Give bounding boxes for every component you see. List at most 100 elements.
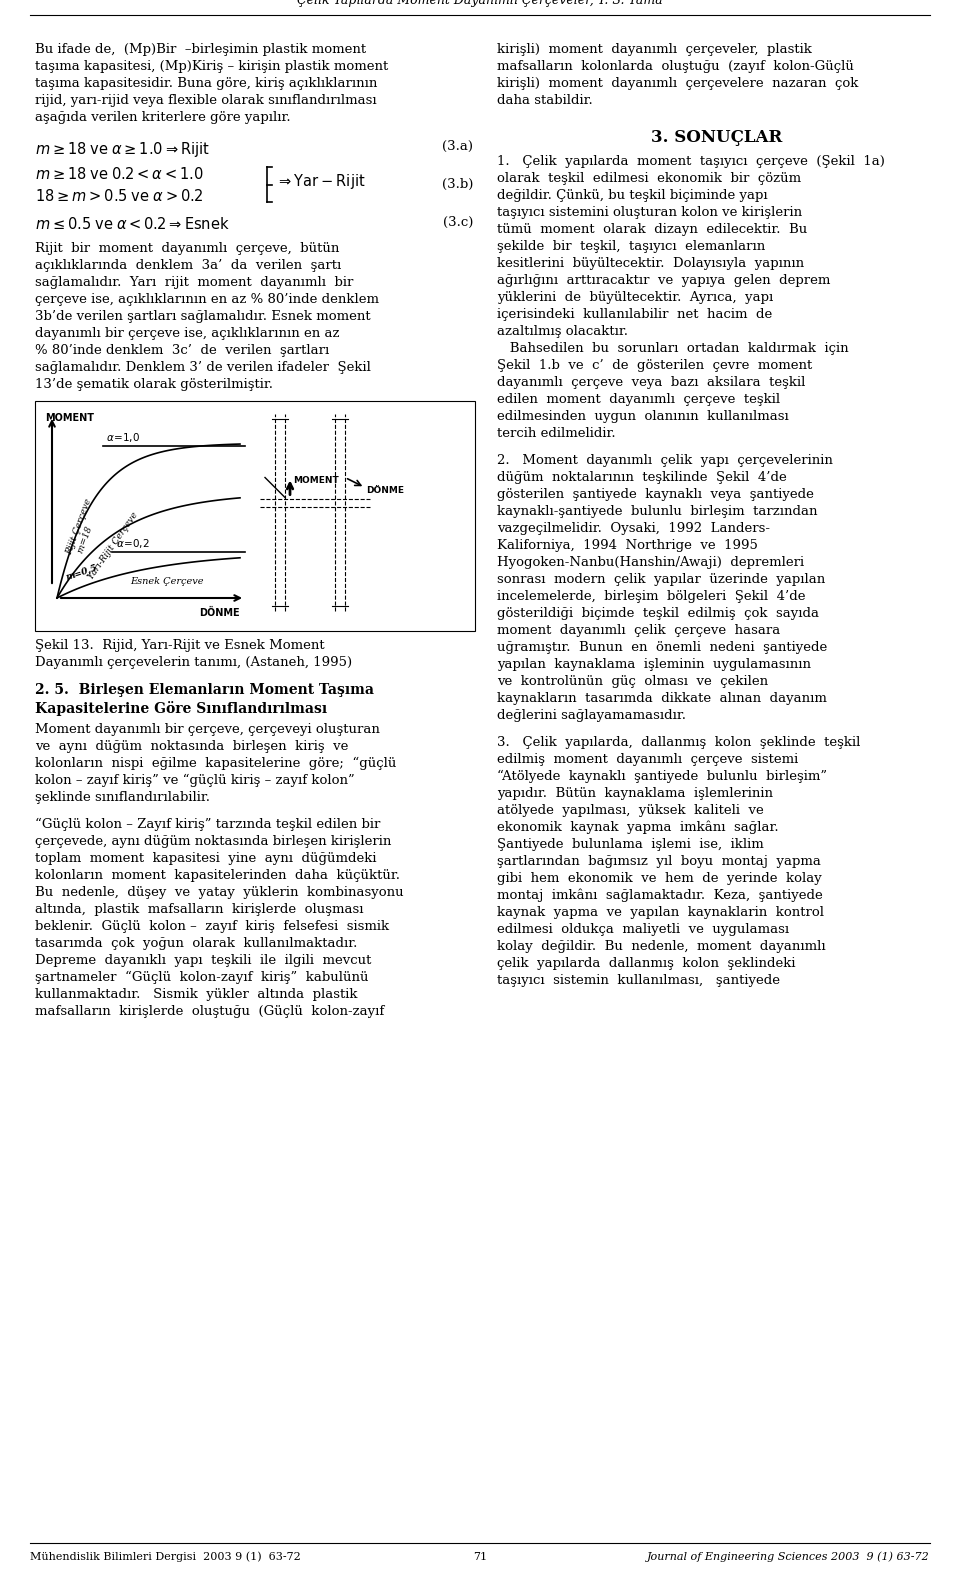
- Text: değildir. Çünkü, bu teşkil biçiminde yapı: değildir. Çünkü, bu teşkil biçiminde yap…: [497, 189, 768, 201]
- Text: Hyogoken-Nanbu(Hanshin/Awaji)  depremleri: Hyogoken-Nanbu(Hanshin/Awaji) depremleri: [497, 555, 804, 569]
- Text: (3.b): (3.b): [442, 178, 473, 190]
- Text: 71: 71: [473, 1553, 487, 1562]
- Text: $m \geq 18\;\mathrm{ve}\;0.2 < \alpha < 1.0$: $m \geq 18\;\mathrm{ve}\;0.2 < \alpha < …: [35, 167, 204, 182]
- Text: vazgeçilmelidir.  Oysaki,  1992  Landers-: vazgeçilmelidir. Oysaki, 1992 Landers-: [497, 522, 770, 535]
- Text: kullanmaktadır.   Sismik  yükler  altında  plastik: kullanmaktadır. Sismik yükler altında pl…: [35, 988, 357, 1000]
- Text: DÖNME: DÖNME: [200, 609, 240, 618]
- Text: ekonomik  kaynak  yapma  imkânı  sağlar.: ekonomik kaynak yapma imkânı sağlar.: [497, 821, 779, 835]
- Text: kaynakların  tasarımda  dikkate  alınan  dayanım: kaynakların tasarımda dikkate alınan day…: [497, 692, 827, 705]
- Text: edilmesinden  uygun  olanının  kullanılması: edilmesinden uygun olanının kullanılması: [497, 411, 789, 423]
- Text: (3.a): (3.a): [442, 140, 473, 153]
- Text: Esnek Çerçeve: Esnek Çerçeve: [131, 577, 204, 587]
- Text: Bu ifade de,  (Mp)Bir  –birleşimin plastik moment: Bu ifade de, (Mp)Bir –birleşimin plastik…: [35, 42, 366, 57]
- Text: çelik  yapılarda  dallanmış  kolon  şeklindeki: çelik yapılarda dallanmış kolon şeklinde…: [497, 956, 796, 971]
- Text: daha stabildir.: daha stabildir.: [497, 94, 592, 107]
- Text: $\alpha\!=\!1{,}0$: $\alpha\!=\!1{,}0$: [107, 431, 140, 444]
- Text: “Güçlü kolon – Zayıf kiriş” tarzında teşkil edilen bir: “Güçlü kolon – Zayıf kiriş” tarzında teş…: [35, 818, 380, 831]
- Text: azaltılmış olacaktır.: azaltılmış olacaktır.: [497, 326, 628, 338]
- Text: şartlarından  bağımsız  yıl  boyu  montaj  yapma: şartlarından bağımsız yıl boyu montaj ya…: [497, 856, 821, 868]
- Text: 13’de şematik olarak gösterilmiştir.: 13’de şematik olarak gösterilmiştir.: [35, 378, 273, 392]
- Text: toplam  moment  kapasitesi  yine  aynı  düğümdeki: toplam moment kapasitesi yine aynı düğüm…: [35, 853, 376, 865]
- Text: kolonların  moment  kapasitelerinden  daha  küçüktür.: kolonların moment kapasitelerinden daha …: [35, 868, 400, 882]
- Text: dayanımlı  çerçeve  veya  bazı  aksilara  teşkil: dayanımlı çerçeve veya bazı aksilara teş…: [497, 376, 805, 389]
- Text: Şekil 13.  Rijid, Yarı-Rijit ve Esnek Moment: Şekil 13. Rijid, Yarı-Rijit ve Esnek Mom…: [35, 639, 324, 651]
- Text: Depreme  dayanıklı  yapı  teşkili  ile  ilgili  mevcut: Depreme dayanıklı yapı teşkili ile ilgil…: [35, 953, 372, 967]
- Text: taşıyıcı sistemini oluşturan kolon ve kirişlerin: taşıyıcı sistemini oluşturan kolon ve ki…: [497, 206, 803, 219]
- Text: % 80’inde denklem  3c’  de  verilen  şartları: % 80’inde denklem 3c’ de verilen şartlar…: [35, 344, 329, 357]
- Text: Mühendislik Bilimleri Dergisi  2003 9 (1)  63-72: Mühendislik Bilimleri Dergisi 2003 9 (1)…: [30, 1551, 300, 1562]
- Text: tercih edilmelidir.: tercih edilmelidir.: [497, 426, 615, 440]
- Text: şartnameler  “Güçlü  kolon-zayıf  kiriş”  kabulünü: şartnameler “Güçlü kolon-zayıf kiriş” ka…: [35, 971, 369, 985]
- Text: mafsalların  kolonlarda  oluştuğu  (zayıf  kolon-Güçlü: mafsalların kolonlarda oluştuğu (zayıf k…: [497, 60, 853, 72]
- Text: mafsalların  kirişlerde  oluştuğu  (Güçlü  kolon-zayıf: mafsalların kirişlerde oluştuğu (Güçlü k…: [35, 1005, 384, 1018]
- Bar: [35, 401, 475, 631]
- Text: edilmiş  moment  dayanımlı  çerçeve  sistemi: edilmiş moment dayanımlı çerçeve sistemi: [497, 753, 799, 766]
- Text: gibi  hem  ekonomik  ve  hem  de  yerinde  kolay: gibi hem ekonomik ve hem de yerinde kola…: [497, 871, 822, 886]
- Text: (3.c): (3.c): [443, 216, 473, 230]
- Text: olarak  teşkil  edilmesi  ekonomik  bir  çözüm: olarak teşkil edilmesi ekonomik bir çözü…: [497, 171, 802, 186]
- Text: gösterildiği  biçimde  teşkil  edilmiş  çok  sayıda: gösterildiği biçimde teşkil edilmiş çok …: [497, 607, 819, 620]
- Text: uğramıştır.  Bunun  en  önemli  nedeni  şantiyede: uğramıştır. Bunun en önemli nedeni şanti…: [497, 642, 828, 654]
- Text: taşıma kapasitesidir. Buna göre, kiriş açıklıklarının: taşıma kapasitesidir. Buna göre, kiriş a…: [35, 77, 377, 90]
- Text: kesitlerini  büyültecektir.  Dolayısıyla  yapının: kesitlerini büyültecektir. Dolayısıyla y…: [497, 256, 804, 271]
- Text: kolay  değildir.  Bu  nedenle,  moment  dayanımlı: kolay değildir. Bu nedenle, moment dayan…: [497, 941, 826, 953]
- Text: rijid, yarı-rijid veya flexible olarak sınıflandırılması: rijid, yarı-rijid veya flexible olarak s…: [35, 94, 376, 107]
- Text: kirişli)  moment  dayanımlı  çerçevelere  nazaran  çok: kirişli) moment dayanımlı çerçevelere na…: [497, 77, 858, 90]
- Text: Journal of Engineering Sciences 2003  9 (1) 63-72: Journal of Engineering Sciences 2003 9 (…: [647, 1551, 930, 1562]
- Text: montaj  imkânı  sağlamaktadır.  Keza,  şantiyede: montaj imkânı sağlamaktadır. Keza, şanti…: [497, 889, 823, 903]
- Text: $\Rightarrow \mathrm{Yar} - \mathrm{Rijit}$: $\Rightarrow \mathrm{Yar} - \mathrm{Riji…: [276, 171, 366, 190]
- Text: Bahsedilen  bu  sorunları  ortadan  kaldırmak  için: Bahsedilen bu sorunları ortadan kaldırma…: [497, 341, 849, 355]
- Text: beklenir.  Güçlü  kolon –  zayıf  kiriş  felsefesi  sismik: beklenir. Güçlü kolon – zayıf kiriş fels…: [35, 920, 389, 933]
- Text: 3. SONUÇLAR: 3. SONUÇLAR: [652, 129, 782, 146]
- Text: incelemelerde,  birleşim  bölgeleri  Şekil  4’de: incelemelerde, birleşim bölgeleri Şekil …: [497, 590, 805, 602]
- Text: moment  dayanımlı  çelik  çerçeve  hasara: moment dayanımlı çelik çerçeve hasara: [497, 624, 780, 637]
- Text: edilen  moment  dayanımlı  çerçeve  teşkil: edilen moment dayanımlı çerçeve teşkil: [497, 393, 780, 406]
- Text: 2. 5.  Birleşen Elemanların Moment Taşıma: 2. 5. Birleşen Elemanların Moment Taşıma: [35, 683, 374, 697]
- Text: kirişli)  moment  dayanımlı  çerçeveler,  plastik: kirişli) moment dayanımlı çerçeveler, pl…: [497, 42, 812, 57]
- Text: taşıma kapasitesi, (Mp)Kiriş – kirişin plastik moment: taşıma kapasitesi, (Mp)Kiriş – kirişin p…: [35, 60, 388, 72]
- Text: içerisindeki  kullanılabilir  net  hacim  de: içerisindeki kullanılabilir net hacim de: [497, 308, 772, 321]
- Text: yapılan  kaynaklama  işleminin  uygulamasının: yapılan kaynaklama işleminin uygulamasın…: [497, 658, 811, 672]
- Text: 2.   Moment  dayanımlı  çelik  yapı  çerçevelerinin: 2. Moment dayanımlı çelik yapı çerçevele…: [497, 455, 833, 467]
- Text: ve  kontrolünün  güç  olması  ve  çekilen: ve kontrolünün güç olması ve çekilen: [497, 675, 768, 687]
- Text: açıklıklarında  denklem  3a’  da  verilen  şartı: açıklıklarında denklem 3a’ da verilen şa…: [35, 260, 341, 272]
- Text: $m \leq 0.5\;\mathrm{ve}\;\alpha < 0.2 \Rightarrow \mathrm{Esnek}$: $m \leq 0.5\;\mathrm{ve}\;\alpha < 0.2 \…: [35, 216, 229, 231]
- Text: tasarımda  çok  yoğun  olarak  kullanılmaktadır.: tasarımda çok yoğun olarak kullanılmakta…: [35, 938, 357, 950]
- Text: şeklinde sınıflandırılabilir.: şeklinde sınıflandırılabilir.: [35, 791, 210, 804]
- Text: kaynak  yapma  ve  yapılan  kaynaklarin  kontrol: kaynak yapma ve yapılan kaynaklarin kont…: [497, 906, 824, 919]
- Text: Çelik Yapılarda Moment Dayanımlı Çerçeveler, Y. S. Tama: Çelik Yapılarda Moment Dayanımlı Çerçeve…: [298, 0, 662, 6]
- Text: yüklerini  de  büyültecektir.  Ayrıca,  yapı: yüklerini de büyültecektir. Ayrıca, yapı: [497, 291, 773, 304]
- Text: Kapasitelerine Göre Sınıflandırılması: Kapasitelerine Göre Sınıflandırılması: [35, 702, 327, 716]
- Text: Dayanımlı çerçevelerin tanımı, (Astaneh, 1995): Dayanımlı çerçevelerin tanımı, (Astaneh,…: [35, 656, 352, 669]
- Text: çerçeve ise, açıklıklarının en az % 80’inde denklem: çerçeve ise, açıklıklarının en az % 80’i…: [35, 293, 379, 307]
- Text: ağırlığını  arttıracaktır  ve  yapıya  gelen  deprem: ağırlığını arttıracaktır ve yapıya gelen…: [497, 274, 830, 286]
- Text: kaynaklı-şantiyede  bulunlu  birleşim  tarzından: kaynaklı-şantiyede bulunlu birleşim tarz…: [497, 505, 818, 518]
- Text: $m \geq 18\;\mathrm{ve}\;\alpha \geq 1.0 \Rightarrow \mathrm{Rijit}$: $m \geq 18\;\mathrm{ve}\;\alpha \geq 1.0…: [35, 140, 210, 159]
- Text: m=0,5: m=0,5: [65, 563, 99, 582]
- Text: sağlamalıdır. Denklem 3’ de verilen ifadeler  Şekil: sağlamalıdır. Denklem 3’ de verilen ifad…: [35, 360, 371, 374]
- Text: Şekil  1.b  ve  c’  de  gösterilen  çevre  moment: Şekil 1.b ve c’ de gösterilen çevre mome…: [497, 359, 812, 371]
- Text: 3b’de verilen şartları sağlamalıdır. Esnek moment: 3b’de verilen şartları sağlamalıdır. Esn…: [35, 310, 371, 322]
- Text: gösterilen  şantiyede  kaynaklı  veya  şantiyede: gösterilen şantiyede kaynaklı veya şanti…: [497, 488, 814, 500]
- Text: düğüm  noktalarının  teşkilinde  Şekil  4’de: düğüm noktalarının teşkilinde Şekil 4’de: [497, 470, 787, 484]
- Text: sonrası  modern  çelik  yapılar  üzerinde  yapılan: sonrası modern çelik yapılar üzerinde ya…: [497, 573, 826, 587]
- Text: $\alpha\!=\!0{,}2$: $\alpha\!=\!0{,}2$: [115, 538, 149, 551]
- Text: tümü  moment  olarak  dizayn  edilecektir.  Bu: tümü moment olarak dizayn edilecektir. B…: [497, 223, 807, 236]
- Text: altında,  plastik  mafsalların  kirişlerde  oluşması: altında, plastik mafsalların kirişlerde …: [35, 903, 364, 915]
- Text: 3.   Çelik  yapılarda,  dallanmış  kolon  şeklinde  teşkil: 3. Çelik yapılarda, dallanmış kolon şekl…: [497, 736, 860, 749]
- Text: atölyede  yapılması,  yüksek  kaliteli  ve: atölyede yapılması, yüksek kaliteli ve: [497, 804, 764, 816]
- Text: aşağıda verilen kriterlere göre yapılır.: aşağıda verilen kriterlere göre yapılır.: [35, 112, 291, 124]
- Text: Kaliforniya,  1994  Northrige  ve  1995: Kaliforniya, 1994 Northrige ve 1995: [497, 540, 757, 552]
- Text: şekilde  bir  teşkil,  taşıyıcı  elemanların: şekilde bir teşkil, taşıyıcı elemanların: [497, 241, 765, 253]
- Text: Bu  nedenle,  düşey  ve  yatay  yüklerin  kombinasyonu: Bu nedenle, düşey ve yatay yüklerin komb…: [35, 886, 403, 900]
- Text: MOMENT: MOMENT: [45, 414, 94, 423]
- Text: taşıyıcı  sistemin  kullanılması,   şantiyede: taşıyıcı sistemin kullanılması, şantiyed…: [497, 974, 780, 986]
- Text: ve  aynı  düğüm  noktasında  birleşen  kiriş  ve: ve aynı düğüm noktasında birleşen kiriş …: [35, 739, 348, 753]
- Text: yapıdır.  Bütün  kaynaklama  işlemlerinin: yapıdır. Bütün kaynaklama işlemlerinin: [497, 786, 773, 801]
- Text: sağlamalıdır.  Yarı  rijit  moment  dayanımlı  bir: sağlamalıdır. Yarı rijit moment dayanıml…: [35, 275, 353, 289]
- Text: Rijit  bir  moment  dayanımlı  çerçeve,  bütün: Rijit bir moment dayanımlı çerçeve, bütü…: [35, 242, 340, 255]
- Text: “Atölyede  kaynaklı  şantiyede  bulunlu  birleşim”: “Atölyede kaynaklı şantiyede bulunlu bir…: [497, 771, 828, 783]
- Text: $18 \geq m > 0.5\;\mathrm{ve}\;\alpha > 0.2$: $18 \geq m > 0.5\;\mathrm{ve}\;\alpha > …: [35, 189, 204, 204]
- Text: Şantiyede  bulunlama  işlemi  ise,  iklim: Şantiyede bulunlama işlemi ise, iklim: [497, 838, 764, 851]
- Text: kolonların  nispi  eğilme  kapasitelerine  göre;  “güçlü: kolonların nispi eğilme kapasitelerine g…: [35, 757, 396, 771]
